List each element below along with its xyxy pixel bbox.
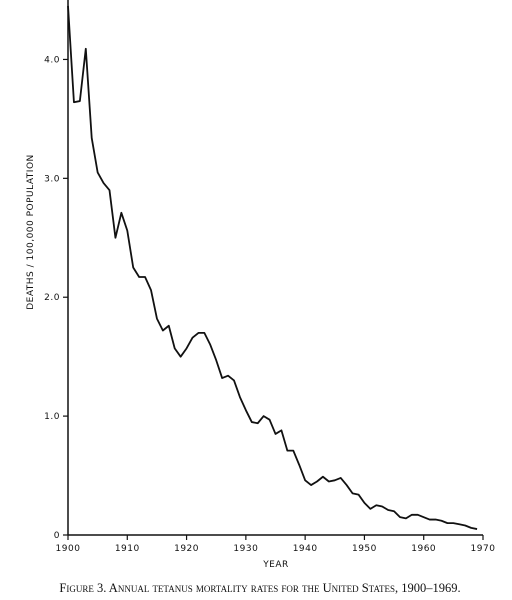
x-tick-label: 1940 [293, 544, 318, 554]
x-tick-label: 1910 [115, 544, 140, 554]
x-tick-label: 1900 [56, 544, 81, 554]
data-line [67, 5, 478, 530]
x-axis-label: YEAR [262, 560, 289, 570]
y-tick-label: 2.0 [44, 293, 60, 303]
x-tick-label: 1930 [233, 544, 258, 554]
y-tick-label: 1.0 [44, 412, 60, 422]
x-tick-label: 1960 [411, 544, 436, 554]
x-tick-label: 1970 [471, 544, 496, 554]
x-tick-label: 1920 [174, 544, 199, 554]
y-axis-label: DEATHS / 100,000 POPULATION [26, 154, 36, 310]
caption: Figure 3. Annual tetanus mortality rates… [59, 581, 460, 595]
x-tick-label: 1950 [352, 544, 377, 554]
y-tick-label: 4.0 [44, 55, 60, 65]
y-tick-label: 3.0 [44, 174, 60, 184]
y-tick-label: 0 [54, 531, 60, 541]
